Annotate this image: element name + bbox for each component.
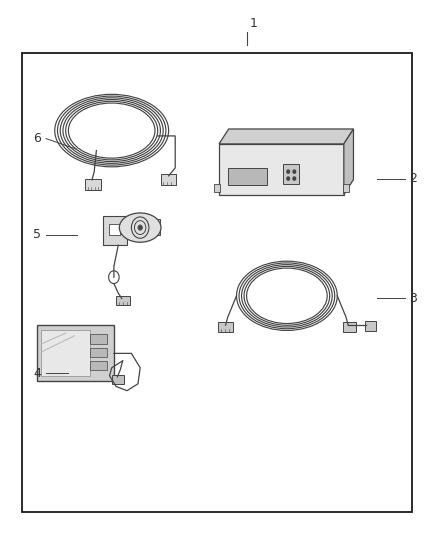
Polygon shape [344,129,353,195]
FancyBboxPatch shape [283,164,299,184]
FancyBboxPatch shape [103,216,127,245]
Text: 4: 4 [33,367,41,379]
Circle shape [287,177,290,180]
Text: 2: 2 [410,172,417,185]
FancyBboxPatch shape [109,224,120,235]
FancyBboxPatch shape [116,296,130,305]
Text: 5: 5 [33,228,41,241]
Polygon shape [219,129,353,144]
Text: 6: 6 [33,132,41,145]
FancyBboxPatch shape [219,144,344,195]
FancyBboxPatch shape [161,174,176,185]
Text: 1: 1 [250,18,258,30]
FancyBboxPatch shape [90,348,107,357]
FancyBboxPatch shape [85,179,101,190]
FancyBboxPatch shape [41,330,90,376]
FancyBboxPatch shape [90,334,107,344]
Circle shape [139,226,141,229]
FancyBboxPatch shape [90,361,107,370]
FancyBboxPatch shape [151,219,160,235]
FancyBboxPatch shape [343,322,356,332]
Circle shape [287,170,290,173]
FancyBboxPatch shape [214,184,220,192]
FancyBboxPatch shape [365,321,376,331]
FancyBboxPatch shape [218,322,233,332]
Circle shape [293,170,296,173]
FancyBboxPatch shape [343,184,349,192]
Ellipse shape [119,213,161,242]
FancyBboxPatch shape [112,375,124,384]
FancyBboxPatch shape [37,325,114,381]
Circle shape [293,177,296,180]
FancyBboxPatch shape [228,168,267,185]
Text: 3: 3 [410,292,417,305]
